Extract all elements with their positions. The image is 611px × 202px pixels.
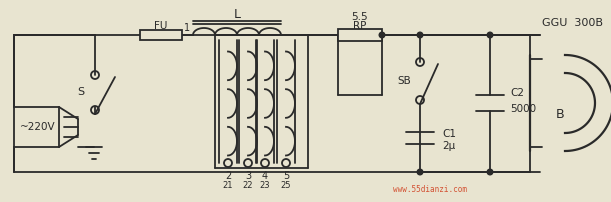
Circle shape	[417, 169, 423, 175]
Text: 4: 4	[262, 171, 268, 181]
Text: 5000: 5000	[510, 104, 536, 114]
Text: 25: 25	[280, 182, 291, 190]
Text: S: S	[78, 87, 84, 97]
Text: ~220V: ~220V	[20, 122, 56, 132]
Bar	[338, 29, 382, 41]
Text: FU: FU	[155, 21, 167, 31]
Text: 2: 2	[225, 171, 231, 181]
Text: L: L	[233, 8, 241, 21]
Text: 5.5: 5.5	[352, 12, 368, 22]
Text: SB: SB	[397, 76, 411, 86]
Circle shape	[417, 32, 423, 38]
Text: C1: C1	[442, 129, 456, 139]
Text: 1: 1	[184, 23, 190, 33]
Text: 21: 21	[223, 182, 233, 190]
Circle shape	[487, 32, 493, 38]
Text: RP: RP	[353, 21, 367, 31]
Text: 3: 3	[245, 171, 251, 181]
Circle shape	[379, 32, 385, 38]
Text: www.55dianzi.com: www.55dianzi.com	[393, 185, 467, 195]
Circle shape	[487, 169, 493, 175]
Text: 23: 23	[260, 182, 270, 190]
Text: 2μ: 2μ	[442, 141, 455, 151]
Text: B: B	[555, 108, 565, 121]
Text: 5: 5	[283, 171, 289, 181]
Text: GGU  300B: GGU 300B	[543, 18, 604, 28]
Text: 22: 22	[243, 182, 253, 190]
Bar	[140, 30, 182, 40]
Text: C2: C2	[510, 88, 524, 98]
